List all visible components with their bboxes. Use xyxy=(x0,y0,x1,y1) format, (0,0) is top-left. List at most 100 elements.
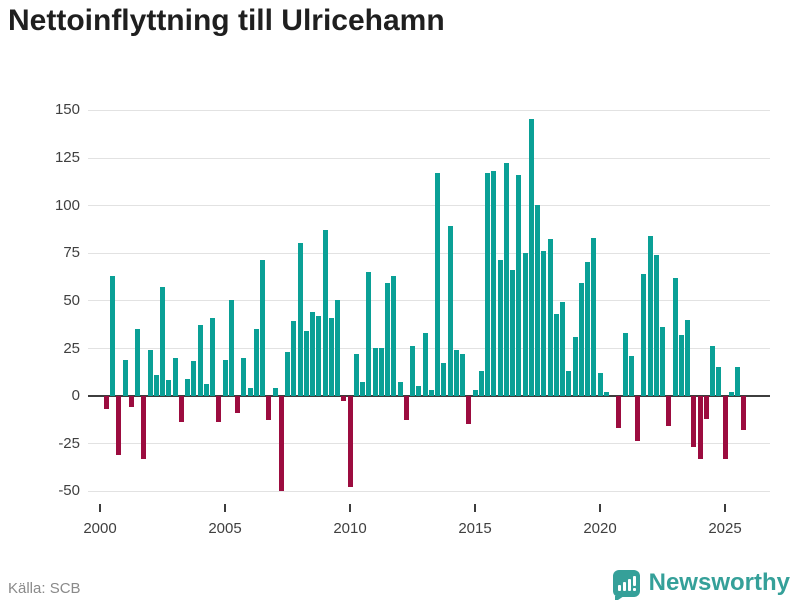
bar-negative xyxy=(697,395,703,459)
bar-positive xyxy=(191,361,197,396)
bar-positive xyxy=(578,283,584,396)
gridline xyxy=(88,490,770,492)
bar-positive xyxy=(122,359,128,396)
bar-positive xyxy=(428,389,434,396)
gridline xyxy=(88,443,770,445)
bar-negative xyxy=(141,395,147,459)
bar-positive xyxy=(385,283,390,396)
bar-positive xyxy=(197,325,203,396)
bar-negative xyxy=(691,395,697,448)
bar-negative xyxy=(616,395,622,429)
bar-positive xyxy=(622,332,628,396)
y-axis-label: -50 xyxy=(58,482,80,500)
bar-positive xyxy=(716,367,722,396)
bar-positive xyxy=(472,389,478,396)
bar-positive xyxy=(110,275,115,396)
bar-positive xyxy=(160,287,165,396)
y-axis-label: 75 xyxy=(63,244,80,262)
bar-negative xyxy=(116,395,122,455)
bar-negative xyxy=(635,395,640,442)
bar-positive xyxy=(247,388,253,396)
bar-positive xyxy=(528,119,534,396)
bar-positive xyxy=(735,367,740,396)
y-axis-label: 0 xyxy=(71,387,80,405)
bar-positive xyxy=(647,235,653,396)
bar-negative xyxy=(128,395,134,408)
bar-negative xyxy=(403,395,409,421)
x-axis-tick xyxy=(224,504,226,512)
bar-positive xyxy=(228,300,234,396)
bar-positive xyxy=(572,336,578,396)
bar-negative xyxy=(741,395,747,430)
bar-positive xyxy=(260,260,265,396)
newsworthy-logo: Newsworthy xyxy=(612,566,790,600)
bar-positive xyxy=(366,271,372,396)
x-axis-label: 2000 xyxy=(83,520,117,537)
bar-positive xyxy=(510,269,515,396)
bar-positive xyxy=(535,205,540,396)
bar-positive xyxy=(203,384,209,396)
bar-positive xyxy=(591,237,597,396)
y-axis-label: -25 xyxy=(58,434,80,452)
bar-positive xyxy=(710,346,715,396)
bar-positive xyxy=(210,317,215,396)
bar-positive xyxy=(491,170,497,396)
page-title: Nettoinflyttning till Ulricehamn xyxy=(8,4,445,37)
bar-positive xyxy=(497,260,503,396)
bar-positive xyxy=(678,334,684,396)
bar-positive xyxy=(603,391,609,396)
bar-negative xyxy=(341,395,347,402)
bar-negative xyxy=(347,395,353,488)
gridline xyxy=(88,300,770,302)
bar-positive xyxy=(135,329,140,396)
bar-negative xyxy=(103,395,109,410)
y-axis-label: 125 xyxy=(54,149,80,167)
bar-positive xyxy=(185,378,190,396)
x-axis-tick xyxy=(724,504,726,512)
bar-negative xyxy=(466,395,472,425)
bar-positive xyxy=(560,302,565,396)
y-axis-label: 100 xyxy=(54,196,80,214)
bar-positive xyxy=(628,355,634,396)
bar-positive xyxy=(660,327,665,396)
bar-positive xyxy=(541,250,547,396)
gridline xyxy=(88,157,770,159)
bar-positive xyxy=(291,321,297,396)
y-axis-label: 50 xyxy=(63,291,80,309)
bar-negative xyxy=(266,395,272,421)
bar-positive xyxy=(222,359,228,396)
bar-positive xyxy=(460,353,465,396)
bar-positive xyxy=(410,346,415,396)
bar-positive xyxy=(503,163,509,396)
x-axis-label: 2005 xyxy=(208,520,242,537)
bar-positive xyxy=(153,374,159,396)
bar-positive xyxy=(447,226,453,396)
gridline xyxy=(88,205,770,207)
source-caption: Källa: SCB xyxy=(8,580,81,597)
bar-positive xyxy=(453,349,459,396)
bar-positive xyxy=(435,172,440,396)
bar-positive xyxy=(391,275,397,396)
bar-positive xyxy=(566,370,572,396)
bar-positive xyxy=(672,277,678,396)
x-axis-tick xyxy=(599,504,601,512)
bar-positive xyxy=(172,357,178,396)
bar-positive xyxy=(378,348,384,396)
x-axis-label: 2010 xyxy=(333,520,367,537)
gridline xyxy=(88,348,770,350)
bar-negative xyxy=(235,395,240,413)
bar-negative xyxy=(722,395,728,459)
y-axis-label: 150 xyxy=(54,101,80,119)
x-axis-label: 2020 xyxy=(583,520,617,537)
bar-positive xyxy=(685,319,690,396)
gridline xyxy=(88,252,770,254)
bar-positive xyxy=(328,317,334,396)
bar-positive xyxy=(478,370,484,396)
x-axis-tick xyxy=(99,504,101,512)
newsworthy-speech-bubble-barchart-icon xyxy=(612,569,640,600)
bar-positive xyxy=(653,254,659,396)
bar-positive xyxy=(372,348,378,396)
bar-positive xyxy=(322,229,328,396)
